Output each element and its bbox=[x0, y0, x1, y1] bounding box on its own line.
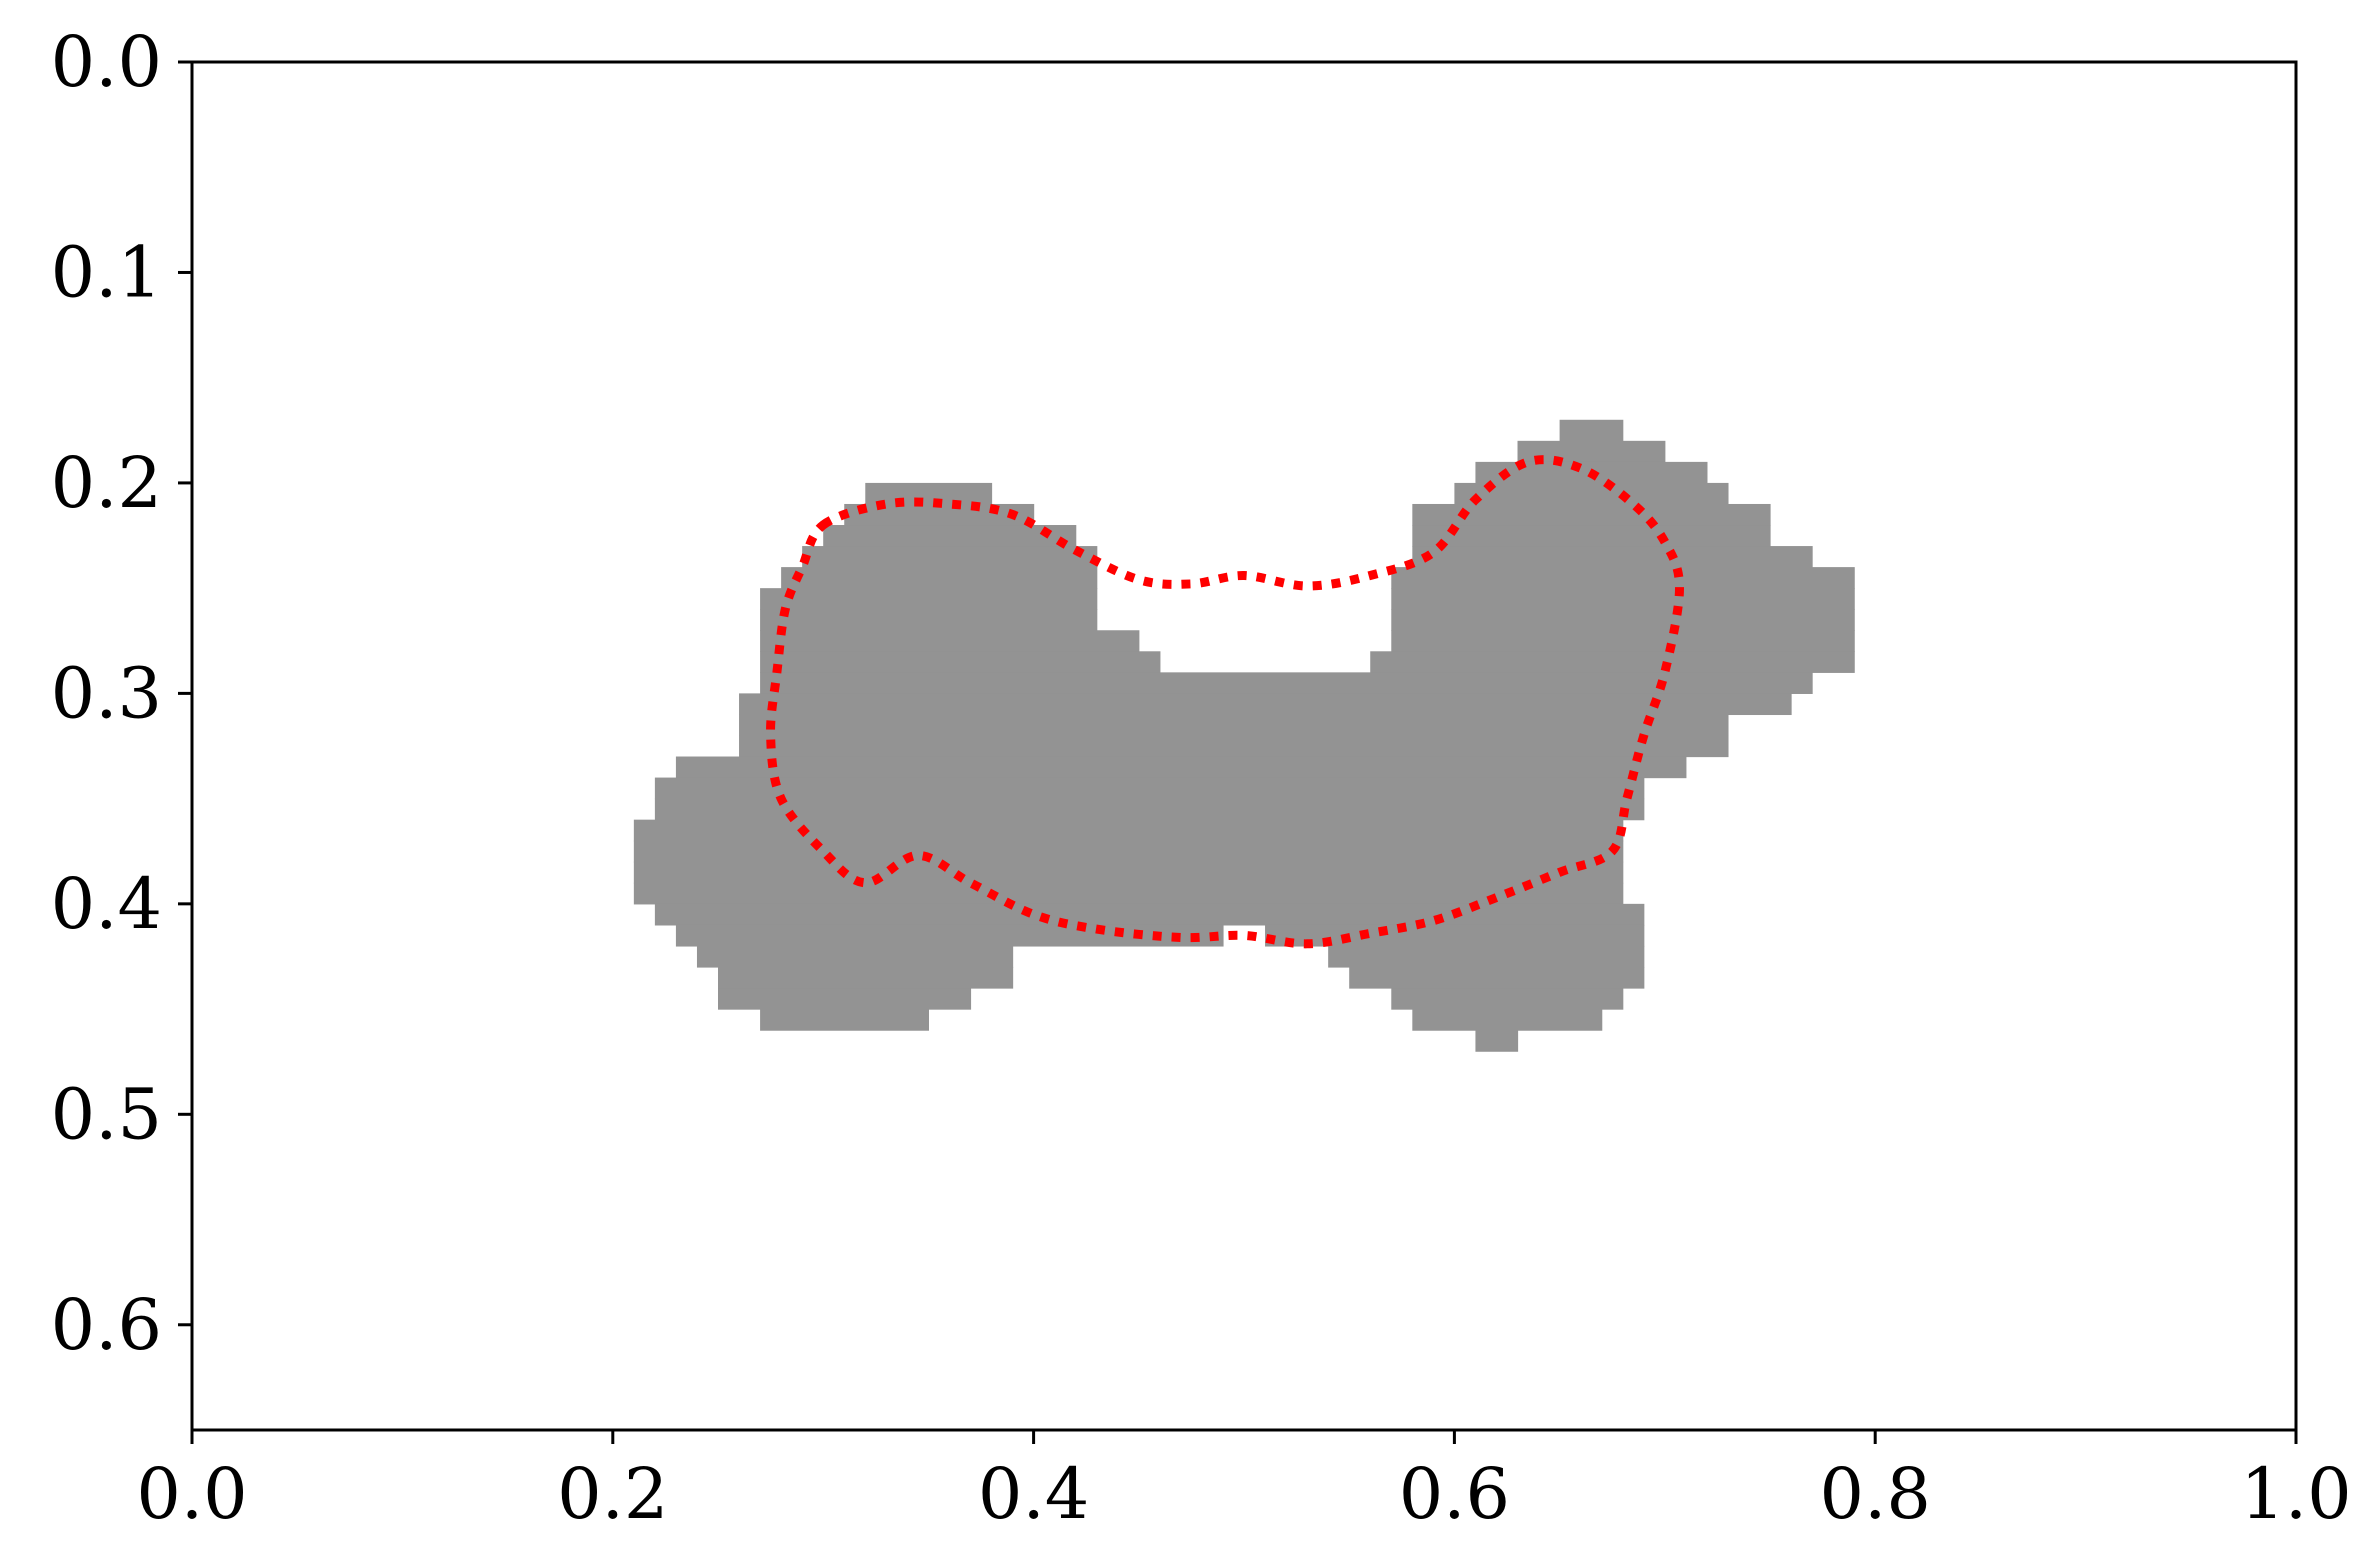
mask-cell bbox=[802, 546, 1098, 568]
x-tick-label: 0.8 bbox=[1820, 1453, 1931, 1535]
mask-cell bbox=[675, 756, 1687, 779]
mask-cell bbox=[1454, 482, 1729, 505]
mask-cell bbox=[1391, 567, 1855, 589]
mask-cell bbox=[760, 1009, 929, 1031]
region-mask bbox=[633, 419, 1855, 1052]
mask-cell bbox=[760, 630, 1140, 652]
mask-cell bbox=[633, 819, 1624, 842]
y-tick-label: 0.3 bbox=[51, 652, 162, 734]
mask-cell bbox=[739, 714, 1729, 737]
mask-cell bbox=[1391, 988, 1624, 1010]
x-tick-label: 1.0 bbox=[2240, 1453, 2351, 1535]
mask-cell bbox=[675, 924, 1224, 947]
mask-cell bbox=[760, 588, 1098, 610]
mask-cell bbox=[760, 672, 1813, 694]
mask-cell bbox=[739, 735, 1729, 758]
mask-cell bbox=[760, 651, 1161, 673]
mask-cell bbox=[739, 693, 1792, 716]
y-tick-label: 0.4 bbox=[51, 863, 162, 945]
mask-cell bbox=[1412, 1009, 1603, 1031]
mask-cell bbox=[1265, 924, 1645, 947]
x-tick-label: 0.2 bbox=[557, 1453, 668, 1535]
mask-cell bbox=[1391, 609, 1855, 631]
mask-cell bbox=[654, 903, 1645, 926]
y-tick-label: 0.5 bbox=[51, 1073, 162, 1155]
mask-cell bbox=[696, 945, 1014, 968]
mask-cell bbox=[1391, 630, 1855, 652]
y-axis: 0.0 0.1 0.2 0.3 0.4 0.5 0.6 bbox=[51, 21, 192, 1366]
mask-cell bbox=[823, 525, 1077, 547]
mask-cell bbox=[718, 988, 972, 1010]
x-tick-label: 0.4 bbox=[978, 1453, 1089, 1535]
mask-cell bbox=[1559, 419, 1624, 442]
contour-line bbox=[766, 455, 1685, 949]
y-tick-label: 0.2 bbox=[51, 442, 162, 524]
y-tick-label: 0.1 bbox=[51, 231, 162, 313]
x-axis: 0.0 0.2 0.4 0.6 0.8 1.0 bbox=[136, 1430, 2352, 1535]
mask-cell bbox=[1412, 546, 1813, 568]
mask-cell bbox=[633, 861, 1624, 884]
mask-cell bbox=[844, 503, 1035, 526]
mask-cell bbox=[760, 609, 1098, 631]
mask-cell bbox=[1412, 525, 1771, 547]
mask-cell bbox=[654, 777, 1645, 800]
mask-cell bbox=[633, 882, 1624, 905]
axes-frame bbox=[190, 60, 2298, 1432]
mask-cell bbox=[1328, 945, 1645, 968]
y-tick-label: 0.6 bbox=[51, 1284, 162, 1366]
mask-cell bbox=[718, 966, 1014, 989]
mask-cell bbox=[781, 567, 1098, 589]
mask-cell bbox=[1370, 651, 1855, 673]
mask-cell bbox=[1349, 966, 1645, 989]
y-tick-label: 0.0 bbox=[51, 21, 162, 103]
mask-cell bbox=[633, 840, 1624, 863]
x-tick-label: 0.0 bbox=[136, 1453, 247, 1535]
mask-cell bbox=[1391, 588, 1855, 610]
mask-cell bbox=[1412, 503, 1771, 526]
x-tick-label: 0.6 bbox=[1399, 1453, 1510, 1535]
mask-cell bbox=[1475, 1030, 1519, 1052]
mask-cell bbox=[654, 798, 1645, 821]
